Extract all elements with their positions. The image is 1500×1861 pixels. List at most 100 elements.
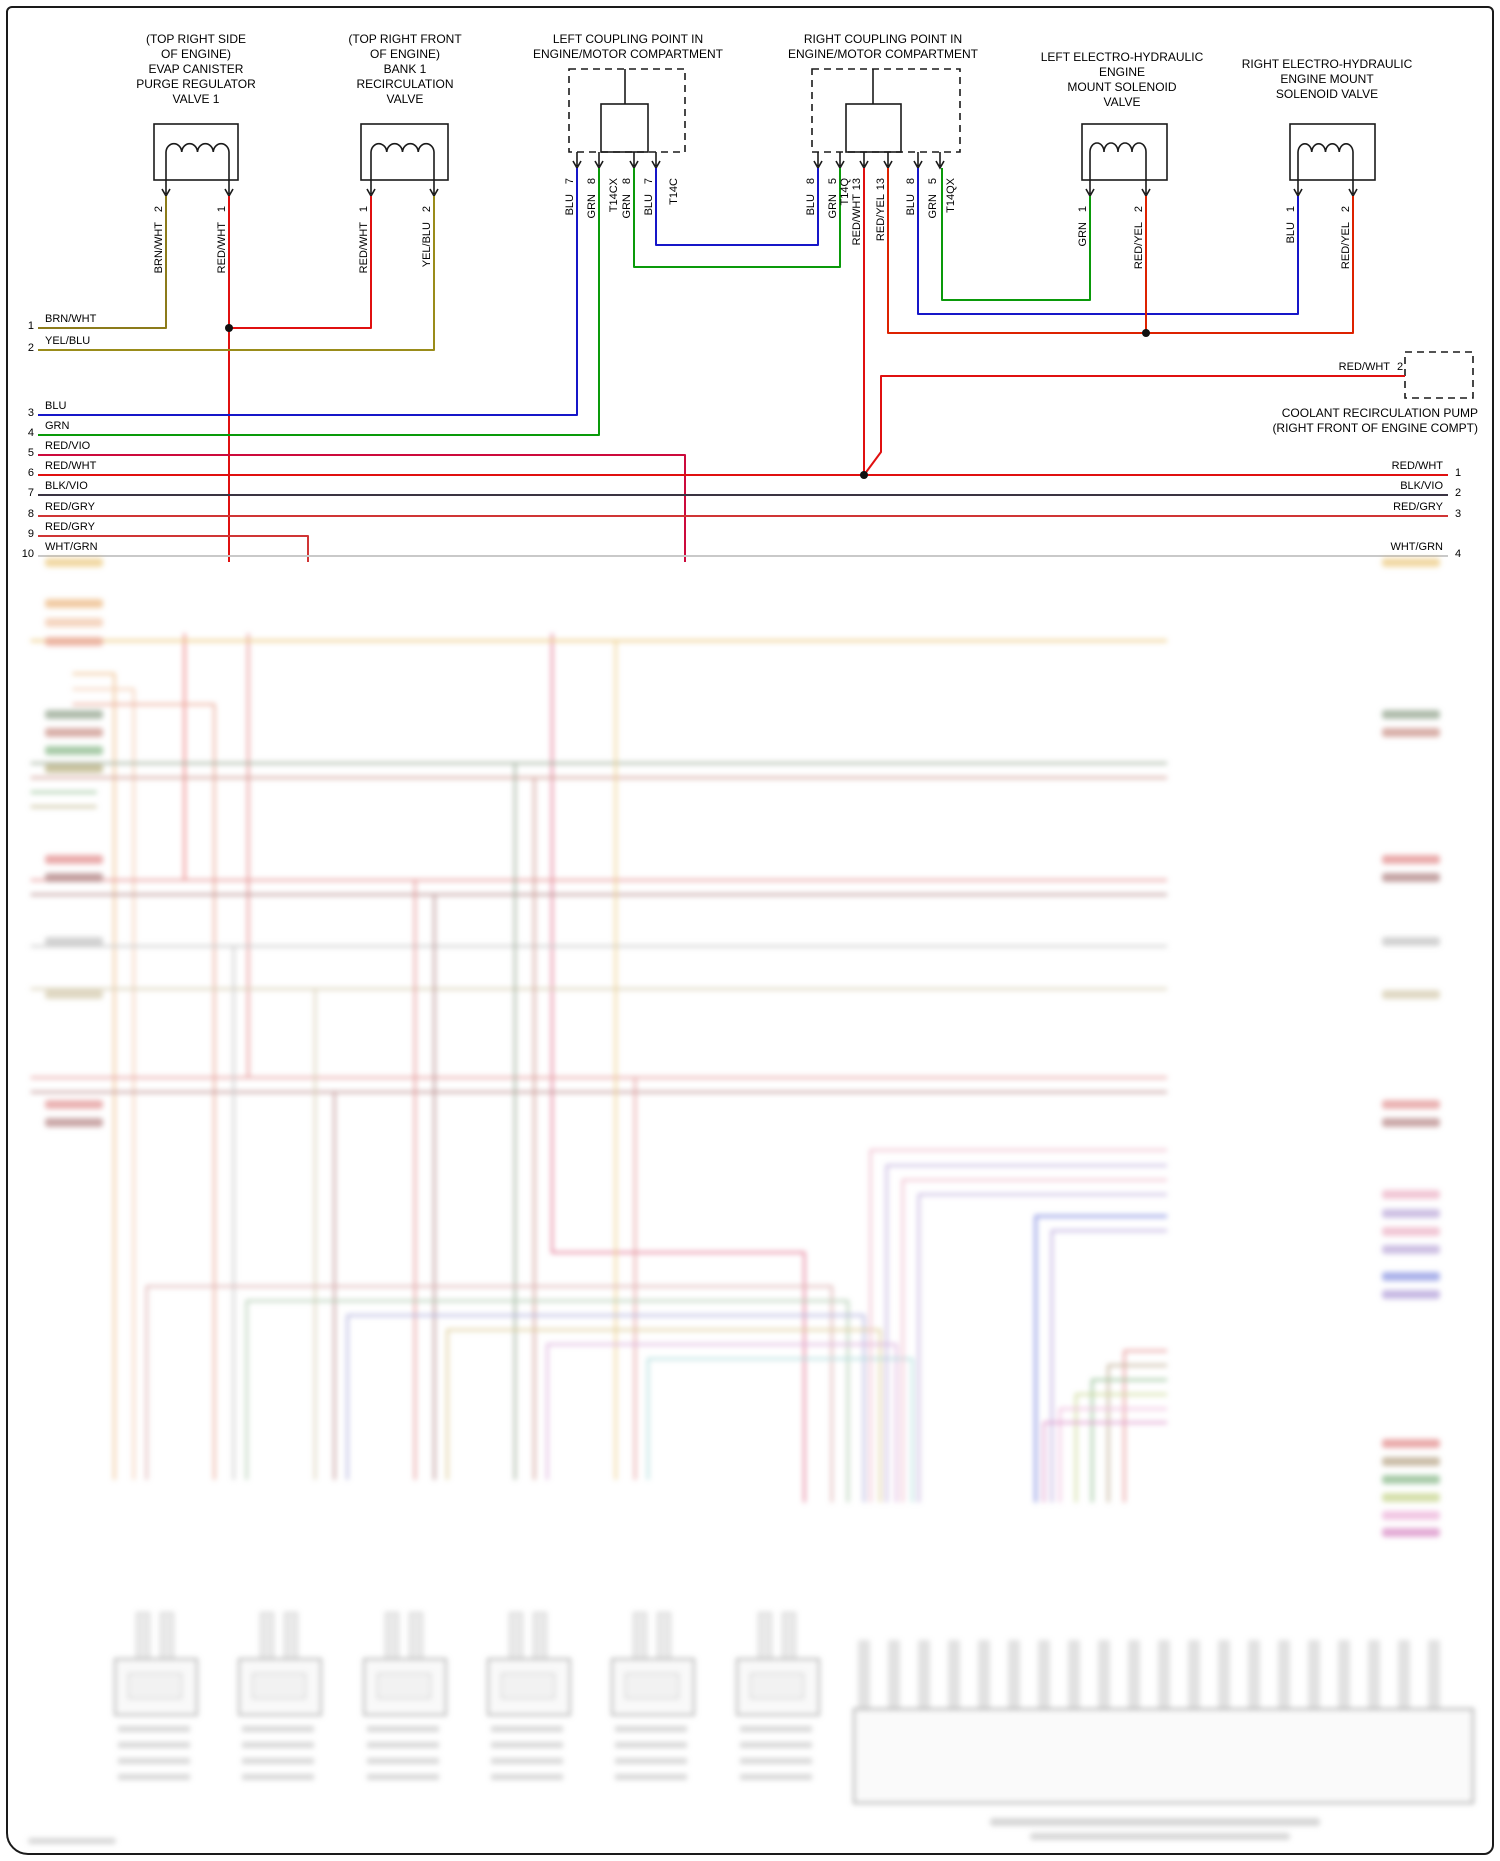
pin-num: 1 xyxy=(1285,206,1297,212)
left-wire-label: WHT/GRN xyxy=(45,541,98,553)
pin-label: BLU xyxy=(564,194,576,215)
title-line: OF ENGINE) xyxy=(369,47,440,61)
title-line: ENGINE xyxy=(1098,65,1146,79)
wire-brn-wht xyxy=(38,196,167,329)
connector-id: T14QX xyxy=(945,177,957,213)
left-wire-num: 9 xyxy=(27,528,34,540)
evap-pins xyxy=(161,152,234,198)
recirc-valve-symbol xyxy=(360,123,449,181)
left-coupling-connector xyxy=(600,103,649,153)
wire-grn-cross xyxy=(633,168,841,268)
pin-label: GRN xyxy=(1077,222,1089,247)
right-coupling-box xyxy=(811,68,961,153)
title-line: SOLENOID VALVE xyxy=(1275,87,1379,101)
left-wire-label: YEL/BLU xyxy=(45,335,91,347)
coolant-pump-title: COOLANT RECIRCULATION PUMP (RIGHT FRONT … xyxy=(1160,406,1478,436)
right-mount-coil-icon xyxy=(1297,143,1354,153)
junction-dot xyxy=(1142,329,1150,337)
title-line: (TOP RIGHT FRONT xyxy=(348,32,462,46)
wire-red-yel xyxy=(887,168,1354,334)
pin-num: 5 xyxy=(927,178,939,184)
left-wire-num: 5 xyxy=(27,447,34,459)
pin-num: 1 xyxy=(216,206,228,212)
pin-num: 7 xyxy=(643,178,655,184)
left-wire-label: RED/VIO xyxy=(45,440,91,452)
wire-grn-row4 xyxy=(38,168,600,436)
pin-label: BLU xyxy=(643,194,655,215)
junction-dot xyxy=(225,324,233,332)
title-line: COOLANT RECIRCULATION PUMP xyxy=(1281,406,1478,420)
left-wire-num: 8 xyxy=(27,508,34,520)
title-line: RIGHT ELECTRO-HYDRAULIC xyxy=(1241,57,1413,71)
wire-red-gry-row9 xyxy=(38,535,309,562)
left-wire-num: 4 xyxy=(27,427,34,439)
title-line: RIGHT COUPLING POINT IN xyxy=(803,32,963,46)
right-wire-label: BLK/VIO xyxy=(1400,480,1443,492)
coolant-pump-box xyxy=(1404,351,1474,399)
right-mount-valve-title: RIGHT ELECTRO-HYDRAULIC ENGINE MOUNT SOL… xyxy=(1242,57,1412,102)
wire-grn-right xyxy=(941,168,1091,301)
pin-num: 8 xyxy=(621,178,633,184)
component-symbols xyxy=(153,68,1474,399)
title-line: VALVE 1 xyxy=(172,92,220,106)
title-line: VALVE xyxy=(386,92,424,106)
left-mount-pins xyxy=(1085,152,1151,198)
left-wire-label: RED/GRY xyxy=(45,501,95,513)
right-coupling-connector xyxy=(845,103,902,153)
evap-coil-icon xyxy=(165,142,230,153)
pin-num: 8 xyxy=(805,178,817,184)
title-line: LEFT ELECTRO-HYDRAULIC xyxy=(1040,50,1204,64)
left-wire-num: 3 xyxy=(27,407,34,419)
left-wire-label: RED/WHT xyxy=(45,460,97,472)
left-wire-label: BRN/WHT xyxy=(45,313,97,325)
title-line: (RIGHT FRONT OF ENGINE COMPT) xyxy=(1272,421,1478,435)
title-line: ENGINE/MOTOR COMPARTMENT xyxy=(532,47,724,61)
pin-num: 5 xyxy=(827,178,839,184)
pump-pin-label: RED/WHT xyxy=(1338,361,1390,373)
left-wire-num: 6 xyxy=(27,467,34,479)
pin-label: RED/WHT xyxy=(216,222,228,274)
junction-dots xyxy=(225,324,1150,479)
pin-num: 8 xyxy=(905,178,917,184)
connector-id: T14C xyxy=(668,178,680,205)
recirc-pins xyxy=(366,152,439,198)
pin-label: BLU xyxy=(805,194,817,215)
pin-num: 2 xyxy=(1340,206,1352,212)
pin-label: RED/YEL xyxy=(875,194,887,241)
left-coupling-box xyxy=(568,68,686,153)
evap-valve-symbol xyxy=(153,123,239,181)
title-line: BANK 1 xyxy=(383,62,427,76)
pin-label: GRN xyxy=(621,194,633,219)
pin-num: 2 xyxy=(421,206,433,212)
pin-num: 13 xyxy=(875,178,887,190)
title-line: VALVE xyxy=(1103,95,1141,109)
pin-label: GRN xyxy=(586,194,598,219)
left-wire-num: 1 xyxy=(27,320,34,332)
right-coupling-pins xyxy=(813,152,945,170)
title-line: MOUNT SOLENOID xyxy=(1067,80,1177,94)
right-coupling-title: RIGHT COUPLING POINT IN ENGINE/MOTOR COM… xyxy=(788,32,978,62)
connector-id: T14CX xyxy=(608,177,620,212)
pin-label: BLU xyxy=(905,194,917,215)
right-mount-valve-symbol xyxy=(1289,123,1376,181)
left-mount-valve-title: LEFT ELECTRO-HYDRAULIC ENGINE MOUNT SOLE… xyxy=(1041,50,1203,110)
pin-label: YEL/BLU xyxy=(421,222,433,267)
right-wire-num: 4 xyxy=(1455,548,1462,560)
wire-blu-right xyxy=(917,168,1299,315)
left-wire-label: RED/GRY xyxy=(45,521,95,533)
left-mount-coil-icon xyxy=(1089,142,1147,153)
pin-label: RED/YEL xyxy=(1340,222,1352,269)
title-line: OF ENGINE) xyxy=(160,47,232,61)
pin-label: GRN xyxy=(927,194,939,219)
left-wire-num: 10 xyxy=(21,548,34,560)
title-line: LEFT COUPLING POINT IN xyxy=(552,32,704,46)
title-line: ENGINE/MOTOR COMPARTMENT xyxy=(787,47,979,61)
right-wire-num: 3 xyxy=(1455,508,1462,520)
wire-yel-blu xyxy=(38,196,435,351)
left-wire-label: BLK/VIO xyxy=(45,480,88,492)
pin-num: 1 xyxy=(358,206,370,212)
left-coupling-title: LEFT COUPLING POINT IN ENGINE/MOTOR COMP… xyxy=(533,32,723,62)
pin-num: 8 xyxy=(586,178,598,184)
